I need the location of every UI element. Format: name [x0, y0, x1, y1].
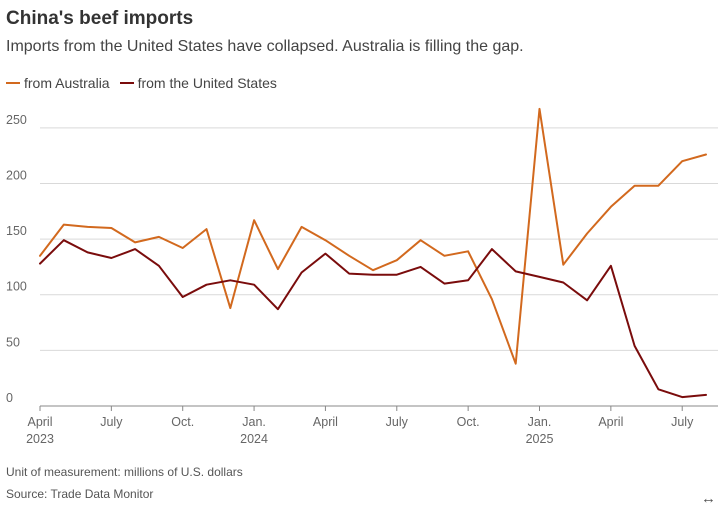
- line-chart: 0 50 100 150 200 250 April 2023 July Oct. Jan. 2024…: [6, 107, 718, 446]
- x-tick-label: Jan.: [528, 415, 552, 429]
- y-tick-label: 250: [6, 113, 27, 127]
- y-tick-label: 0: [6, 391, 13, 405]
- x-tick-label: July: [100, 415, 123, 429]
- legend-swatch-us: [119, 82, 134, 84]
- legend-item-australia: from Australia: [6, 75, 110, 91]
- legend-item-us: from the United States: [119, 75, 277, 91]
- chart-subtitle: Imports from the United States have coll…: [6, 38, 524, 55]
- legend-swatch-australia: [6, 82, 20, 84]
- unit-note: Unit of measurement: millions of U.S. do…: [6, 465, 243, 479]
- x-tick-label: July: [386, 415, 409, 429]
- chart-title: China's beef imports: [6, 8, 194, 29]
- x-tick-label: July: [671, 415, 694, 429]
- source-note: Source: Trade Data Monitor: [6, 487, 154, 501]
- legend: from Australia from the United States: [6, 75, 287, 91]
- x-tick-label: Jan.: [242, 415, 266, 429]
- expand-icon[interactable]: ↔: [701, 490, 716, 507]
- x-tick-year-label: 2023: [26, 432, 54, 446]
- x-tick-label: April: [27, 415, 52, 429]
- y-tick-label: 200: [6, 168, 27, 182]
- series-line-us: [39, 239, 707, 399]
- series-line-australia: [39, 107, 707, 365]
- x-tick-year-label: 2025: [526, 432, 554, 446]
- y-tick-label: 150: [6, 224, 27, 238]
- x-tick-label: April: [313, 415, 338, 429]
- y-tick-label: 100: [6, 280, 27, 294]
- legend-label-us: from the United States: [137, 75, 277, 91]
- x-tick-label: Oct.: [457, 415, 480, 429]
- legend-label-australia: from Australia: [24, 75, 110, 91]
- x-tick-year-label: 2024: [240, 432, 268, 446]
- x-tick-label: Oct.: [171, 415, 194, 429]
- y-tick-label: 50: [6, 335, 20, 349]
- x-tick-label: April: [598, 415, 623, 429]
